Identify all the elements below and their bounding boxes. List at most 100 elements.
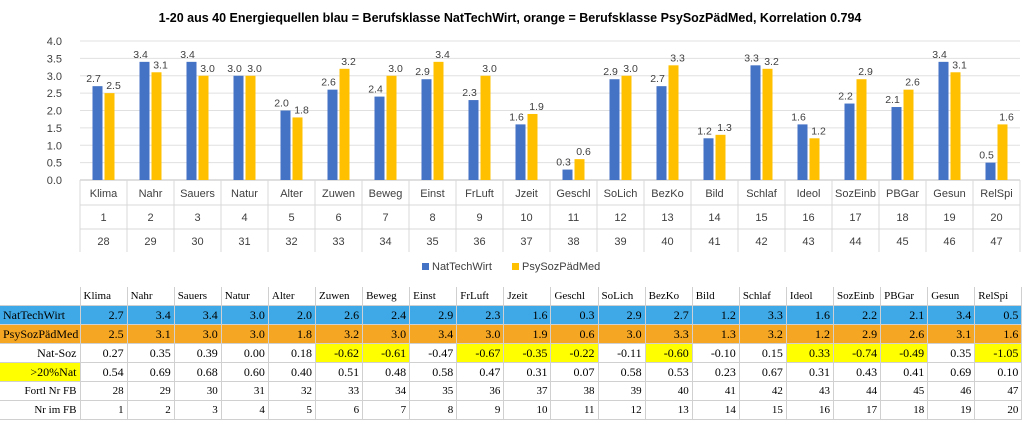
table-cell: 0.47 bbox=[456, 362, 505, 382]
table-cell: 41 bbox=[692, 381, 740, 401]
data-label: 2.6 bbox=[321, 77, 336, 89]
bar-nattechwirt bbox=[985, 162, 996, 180]
y-tick-label: 1.0 bbox=[47, 140, 62, 152]
table-cell: 0.68 bbox=[174, 362, 222, 382]
table-cell: 2.7 bbox=[80, 305, 128, 325]
table-header-cell: RelSpi bbox=[974, 287, 1022, 306]
x-category-index: 30 bbox=[191, 236, 203, 248]
data-label: 2.7 bbox=[650, 73, 665, 85]
table-cell: 3.3 bbox=[645, 324, 693, 344]
x-category-index: 41 bbox=[708, 236, 720, 248]
table-cell: 1.6 bbox=[503, 305, 552, 325]
bar-nattechwirt bbox=[421, 79, 432, 180]
table-cell: 2.1 bbox=[880, 305, 929, 325]
table-cell: 18 bbox=[880, 400, 929, 420]
data-label: 3.0 bbox=[623, 63, 638, 75]
x-category-index: 37 bbox=[520, 236, 532, 248]
table-cell: 20 bbox=[974, 400, 1022, 420]
data-label: 2.3 bbox=[462, 87, 477, 99]
legend-swatch-nattechwirt bbox=[422, 263, 429, 270]
x-category-label: SozEinb bbox=[835, 188, 876, 200]
bar-nattechwirt bbox=[797, 124, 808, 180]
x-category-label: Einst bbox=[420, 188, 444, 200]
x-category-label: Geschl bbox=[556, 188, 590, 200]
table-cell: 7 bbox=[362, 400, 411, 420]
table-cell: 2.0 bbox=[268, 305, 316, 325]
y-tick-label: 0.0 bbox=[47, 175, 62, 187]
data-label: 2.9 bbox=[415, 66, 430, 78]
table-cell: 17 bbox=[833, 400, 882, 420]
table-cell: 1.9 bbox=[503, 324, 552, 344]
table-cell: -1.05 bbox=[974, 343, 1022, 363]
x-category-label: Klima bbox=[90, 188, 118, 200]
table-header-cell: Beweg bbox=[362, 287, 411, 306]
table-cell: 2.9 bbox=[598, 305, 646, 325]
x-category-label: Bild bbox=[705, 188, 723, 200]
data-label: 1.6 bbox=[509, 111, 524, 123]
data-label: 2.5 bbox=[106, 80, 121, 92]
table-row-label: NatTechWirt bbox=[0, 305, 81, 325]
table-header-cell: Klima bbox=[80, 287, 128, 306]
table-cell: 19 bbox=[927, 400, 976, 420]
x-category-number: 3 bbox=[194, 212, 200, 224]
table-cell: 12 bbox=[598, 400, 646, 420]
data-label: 0.5 bbox=[979, 150, 994, 162]
table-cell: 10 bbox=[503, 400, 552, 420]
table-cell: 0.10 bbox=[974, 362, 1022, 382]
bar-psysozpaedmed bbox=[574, 159, 585, 180]
table-cell: 11 bbox=[550, 400, 599, 420]
table-cell: 0.35 bbox=[127, 343, 175, 363]
x-category-number: 10 bbox=[520, 212, 532, 224]
table-cell: 2.4 bbox=[362, 305, 411, 325]
bar-psysozpaedmed bbox=[809, 138, 820, 180]
table-cell: 0.31 bbox=[786, 362, 835, 382]
table-cell: 0.69 bbox=[127, 362, 175, 382]
x-category-index: 28 bbox=[97, 236, 109, 248]
bar-psysozpaedmed bbox=[762, 68, 773, 180]
table-cell: 13 bbox=[645, 400, 693, 420]
bar-nattechwirt bbox=[891, 107, 902, 180]
table-header-corner bbox=[0, 287, 81, 306]
table-cell: 14 bbox=[692, 400, 740, 420]
table-header-cell: Zuwen bbox=[315, 287, 364, 306]
table-header-cell: SozEinb bbox=[833, 287, 882, 306]
x-category-number: 7 bbox=[382, 212, 388, 224]
x-category-index: 36 bbox=[473, 236, 485, 248]
table-cell: 33 bbox=[315, 381, 364, 401]
data-label: 2.0 bbox=[274, 98, 289, 110]
table-cell: 32 bbox=[268, 381, 316, 401]
table-row: NatTechWirt 2.7 3.4 3.4 3.0 2.0 2.6 2.4 2.9 2.3 1.… bbox=[0, 305, 1022, 325]
axis-layer: 0.00.51.01.52.02.53.03.54.0Klima128Nahr2… bbox=[47, 36, 1013, 248]
bar-nattechwirt bbox=[703, 138, 714, 180]
data-label: 1.3 bbox=[717, 122, 732, 134]
table-cell: 0.40 bbox=[268, 362, 316, 382]
bar-nattechwirt bbox=[938, 61, 949, 180]
table-cell: -0.35 bbox=[503, 343, 552, 363]
x-category-index: 46 bbox=[943, 236, 955, 248]
x-category-label: Alter bbox=[280, 188, 303, 200]
data-label: 3.0 bbox=[482, 63, 497, 75]
x-category-number: 2 bbox=[147, 212, 153, 224]
table-cell: 0.69 bbox=[927, 362, 976, 382]
table-cell: -0.61 bbox=[362, 343, 411, 363]
table-header-cell: Gesun bbox=[927, 287, 976, 306]
table-cell: 35 bbox=[409, 381, 458, 401]
data-label: 3.4 bbox=[435, 49, 450, 61]
data-label: 2.6 bbox=[905, 77, 920, 89]
table-cell: 1.6 bbox=[974, 324, 1022, 344]
table-cell: 0.07 bbox=[550, 362, 599, 382]
x-category-index: 45 bbox=[896, 236, 908, 248]
bar-nattechwirt bbox=[233, 75, 244, 180]
table-row-label: Fortl Nr FB bbox=[0, 381, 81, 401]
data-label: 2.9 bbox=[858, 66, 873, 78]
data-label: 1.6 bbox=[791, 111, 806, 123]
table-cell: 3.1 bbox=[127, 324, 175, 344]
x-category-number: 13 bbox=[661, 212, 673, 224]
data-label: 2.9 bbox=[603, 66, 618, 78]
table-cell: 3.0 bbox=[221, 305, 269, 325]
table-cell: 45 bbox=[880, 381, 929, 401]
x-category-index: 31 bbox=[238, 236, 250, 248]
table-row: Nr im FB 1 2 3 4 5 6 7 8 9 10 11 12 13 14 15 16 17 18 19 20 bbox=[0, 400, 1022, 420]
chart-area: 1-20 aus 40 Energiequellen blau = Berufs… bbox=[47, 11, 1021, 273]
data-label: 2.2 bbox=[838, 91, 853, 103]
